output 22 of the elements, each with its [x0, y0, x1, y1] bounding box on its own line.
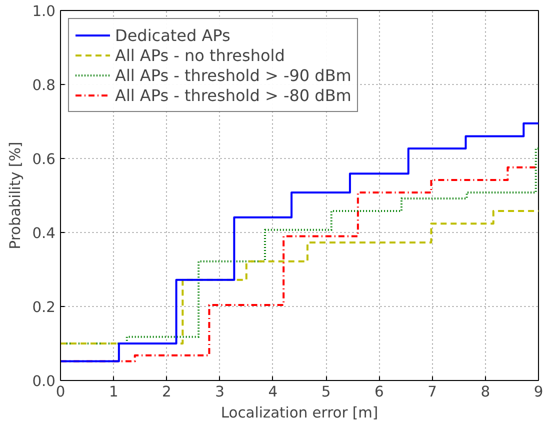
- x-tick-label: 8: [480, 384, 490, 400]
- y-tick-label: 0.0: [32, 373, 56, 390]
- x-tick-label: 1: [108, 384, 118, 400]
- x-tick-label: 6: [374, 384, 384, 400]
- x-tick-label: 9: [534, 384, 544, 400]
- legend-label: Dedicated APs: [115, 26, 230, 44]
- y-tick-label: 0.4: [32, 225, 56, 242]
- x-tick-label: 5: [321, 384, 331, 400]
- legend-label: All APs - threshold > -90 dBm: [115, 66, 352, 84]
- x-tick-label: 7: [428, 384, 437, 400]
- x-tick-label: 0: [56, 384, 66, 400]
- legend-label: All APs - threshold > -80 dBm: [115, 86, 352, 104]
- y-axis-title: Probability [%]: [7, 142, 24, 250]
- legend-label: All APs - no threshold: [115, 46, 285, 64]
- y-tick-label: 0.6: [32, 151, 56, 168]
- y-tick-label: 0.2: [32, 299, 56, 316]
- x-tick-label: 3: [215, 384, 224, 400]
- x-tick-label: 4: [268, 384, 278, 400]
- y-tick-label: 1.0: [32, 3, 56, 20]
- y-tick-label: 0.8: [32, 77, 56, 94]
- x-axis-title: Localization error [m]: [220, 404, 378, 422]
- x-tick-label: 2: [162, 384, 172, 400]
